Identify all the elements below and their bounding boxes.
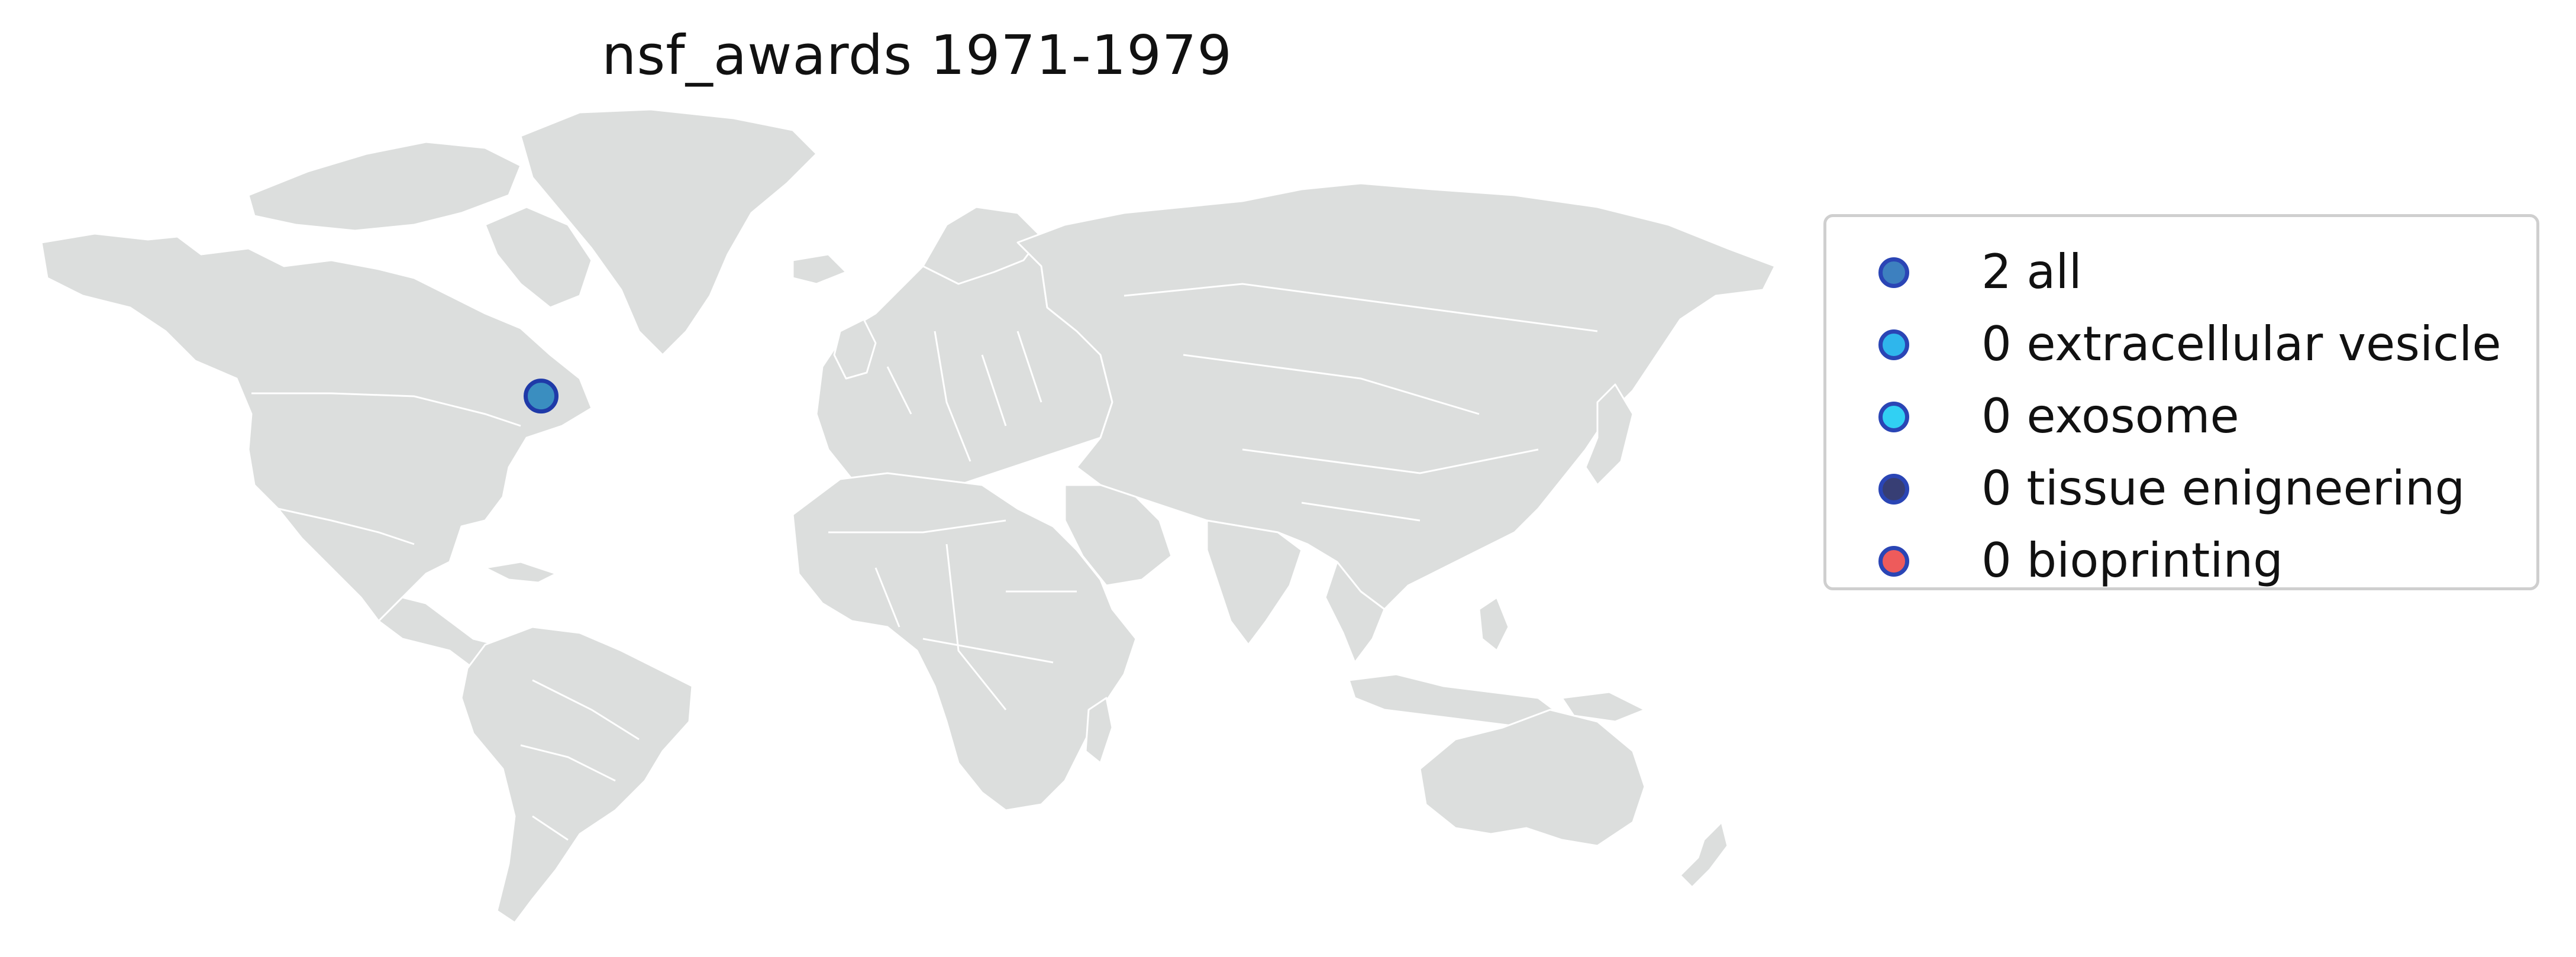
- british-isles: [833, 318, 877, 380]
- legend-marker-icon: [1878, 329, 1909, 360]
- arabia: [1064, 484, 1173, 587]
- country-borders: [251, 283, 1598, 841]
- europe-borders: [886, 331, 1042, 462]
- map-marker-all: [524, 379, 559, 414]
- africa-borders: [828, 519, 1077, 710]
- south-america-borders: [520, 679, 640, 841]
- legend-item: 2 all: [1826, 241, 2536, 306]
- us-mexico-border: [277, 507, 415, 545]
- southeast-asia: [1324, 561, 1386, 664]
- legend-marker-icon: [1878, 546, 1909, 577]
- legend-item: 0 exosome: [1826, 385, 2536, 450]
- japan: [1584, 383, 1634, 486]
- legend-label: 0 bioprinting: [1981, 533, 2283, 588]
- asia-borders: [1124, 283, 1598, 522]
- legend-item: 0 bioprinting: [1826, 529, 2536, 594]
- baffin-island: [484, 206, 593, 309]
- africa: [792, 472, 1137, 811]
- iceland: [792, 253, 847, 285]
- philippines: [1478, 596, 1510, 652]
- us-canada-border: [251, 392, 521, 427]
- arctic-islands: [247, 141, 522, 232]
- south-america: [460, 626, 693, 924]
- india: [1206, 519, 1303, 646]
- land-masses: [40, 108, 1776, 924]
- legend: 2 all 0 extracellular vesicle 0 exosome 0 t…: [1823, 214, 2539, 590]
- markers: [524, 379, 559, 414]
- legend-marker-icon: [1878, 402, 1909, 432]
- legend-label: 0 extracellular vesicle: [1981, 316, 2501, 371]
- new-zealand: [1679, 821, 1729, 888]
- world-map: [40, 108, 1776, 924]
- madagascar: [1084, 697, 1113, 764]
- greenland: [519, 108, 818, 356]
- north-america: [40, 232, 593, 622]
- caribbean: [484, 561, 557, 584]
- legend-item: 0 extracellular vesicle: [1826, 313, 2536, 378]
- asia: [1016, 182, 1776, 610]
- new-guinea: [1561, 691, 1646, 723]
- australia: [1419, 709, 1646, 847]
- legend-label: 2 all: [1981, 244, 2082, 299]
- legend-label: 0 tissue enigneering: [1981, 461, 2465, 516]
- legend-label: 0 exosome: [1981, 389, 2239, 444]
- map-title: nsf_awards 1971-1979: [602, 24, 1232, 87]
- legend-marker-icon: [1878, 474, 1909, 505]
- legend-marker-icon: [1878, 257, 1909, 288]
- legend-item: 0 tissue enigneering: [1826, 457, 2536, 522]
